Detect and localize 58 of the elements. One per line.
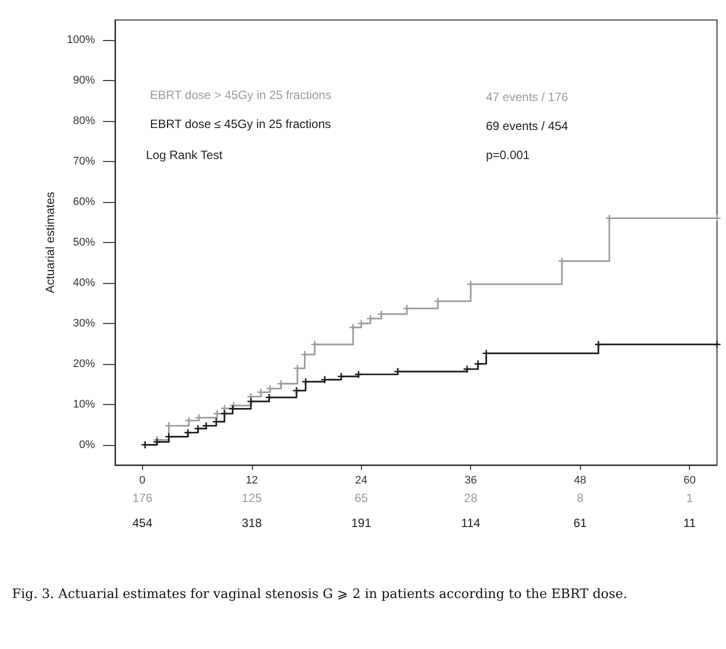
point [464, 366, 471, 373]
y-axis-title: Actuarial estimates [42, 192, 57, 294]
annotation: 47 events / 176 [486, 90, 568, 104]
y-tick-label: 30% [72, 317, 96, 330]
point [474, 360, 482, 368]
x-tick-label: 48 [574, 474, 586, 486]
text: 318 [242, 516, 262, 530]
text: 454 [132, 516, 153, 530]
x-tick-label: 12 [246, 474, 258, 486]
point [338, 372, 345, 380]
y-tick-label: 50% [72, 236, 96, 248]
point [184, 429, 192, 436]
point [214, 410, 221, 418]
point [220, 410, 228, 418]
point [403, 304, 410, 312]
text: 65 [354, 491, 368, 505]
text: 114 [461, 516, 481, 530]
point [714, 340, 720, 348]
y-tick-label: 70% [72, 156, 96, 168]
y-tick-label: 60% [72, 196, 96, 208]
text: 28 [464, 491, 478, 505]
text: 11 [683, 516, 696, 530]
text: EBRT dose > 45Gy in 25 fractions [150, 88, 332, 102]
point [247, 398, 254, 405]
y-tick-label: 90% [72, 74, 96, 87]
point [293, 387, 300, 394]
point [185, 417, 192, 424]
point [378, 310, 385, 318]
y-tick-label: 40% [72, 276, 96, 289]
point [558, 258, 566, 265]
point [355, 370, 362, 378]
x-tick-label: 36 [464, 474, 477, 486]
x-tick-label: 60 [684, 474, 696, 486]
point [366, 315, 374, 322]
y-tick-label: 80% [72, 115, 96, 128]
annotation: p=0.001 [486, 148, 530, 162]
y-tick-label: 0% [79, 438, 96, 451]
text: 1 [686, 491, 694, 505]
annotation: Log Rank Test [146, 148, 224, 162]
text: 191 [351, 516, 372, 530]
y-tick-label: 10% [72, 398, 96, 410]
text: EBRT dose ≤ 45Gy in 25 fractions [150, 117, 331, 131]
annotation: 69 events / 454 [486, 119, 568, 133]
point [266, 385, 274, 392]
x-tick-label: 24 [355, 474, 368, 486]
y-tick-label: 100% [66, 34, 96, 46]
x-tick-label: 0 [139, 474, 146, 486]
text: 176 [132, 491, 153, 505]
point [394, 368, 402, 376]
y-tick-label: 20% [72, 358, 96, 370]
text: 61 [574, 516, 588, 530]
point [594, 340, 602, 348]
text: 125 [242, 491, 262, 505]
point [194, 425, 202, 432]
point [266, 394, 273, 401]
text: 8 [576, 491, 584, 505]
point [350, 324, 357, 331]
caption: Fig. 3. Actuarial estimates for vaginal stenosis G ⩾ 2 in patients according to the EBRT dose. [12, 586, 628, 604]
